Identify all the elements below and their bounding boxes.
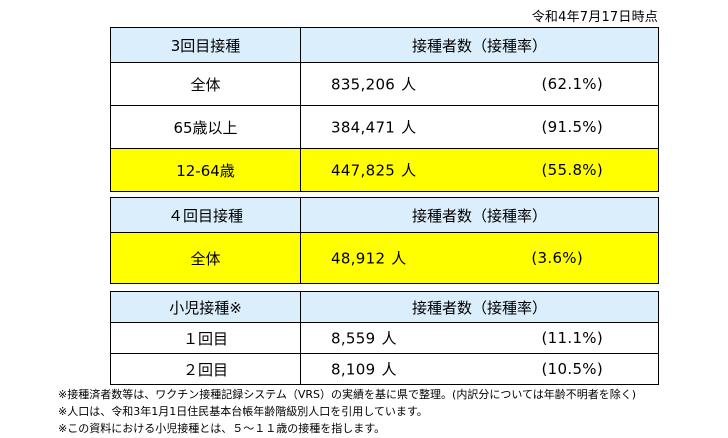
count: 48,912 <box>331 249 386 268</box>
header-label: ４回目接種 <box>110 197 301 233</box>
count: 384,471 <box>331 118 396 137</box>
footnote: ※人口は、令和3年1月1日住民基本台帳年齢階級別人口を引用しています。 <box>58 405 428 418</box>
unit: 人 <box>381 360 397 379</box>
table-header-row: 小児接種※ 接種者数（接種率） <box>110 291 659 323</box>
rate: (10.5%) <box>541 360 603 378</box>
row-label: ２回目 <box>110 353 301 385</box>
unit: 人 <box>381 329 397 348</box>
table-row: １回目 8,559 人 (11.1%) <box>110 322 659 354</box>
row-value: 835,206 人 (62.1%) <box>300 62 659 106</box>
row-value: 384,471 人 (91.5%) <box>300 105 659 149</box>
header-value: 接種者数（接種率） <box>300 27 659 63</box>
row-value: 48,912 人 (3.6%) <box>300 232 659 284</box>
row-value: 447,825 人 (55.8%) <box>300 148 659 192</box>
count: 835,206 <box>331 75 396 94</box>
row-value: 8,109 人 (10.5%) <box>300 353 659 385</box>
unit: 人 <box>401 75 417 94</box>
rate: (3.6%) <box>531 249 583 267</box>
rate: (11.1%) <box>541 329 603 347</box>
table-header-row: ４回目接種 接種者数（接種率） <box>110 197 659 233</box>
footnote: ※この資料における小児接種とは、５～１１歳の接種を指します。 <box>58 422 386 435</box>
unit: 人 <box>391 249 407 268</box>
row-label: 全体 <box>110 232 301 284</box>
table-row-highlight: 全体 48,912 人 (3.6%) <box>110 232 659 284</box>
count: 447,825 <box>331 161 396 180</box>
third-dose-table: 3回目接種 接種者数（接種率） 全体 835,206 人 (62.1%) 65歳以… <box>110 27 659 192</box>
rate: (55.8%) <box>541 161 603 179</box>
count: 8,109 <box>331 360 376 379</box>
unit: 人 <box>401 118 417 137</box>
fourth-dose-table: ４回目接種 接種者数（接種率） 全体 48,912 人 (3.6%) <box>110 197 659 284</box>
table-row-highlight: 12-64歳 447,825 人 (55.8%) <box>110 148 659 192</box>
table-header-row: 3回目接種 接種者数（接種率） <box>110 27 659 63</box>
rate: (62.1%) <box>541 75 603 93</box>
header-value: 接種者数（接種率） <box>300 197 659 233</box>
row-label: 全体 <box>110 62 301 106</box>
header-value: 接種者数（接種率） <box>300 291 659 323</box>
count: 8,559 <box>331 329 376 348</box>
date-stamp: 令和4年7月17日時点 <box>531 10 658 25</box>
row-label: 65歳以上 <box>110 105 301 149</box>
child-vaccination-table: 小児接種※ 接種者数（接種率） １回目 8,559 人 (11.1%) ２回目 8… <box>110 291 659 385</box>
table-row: 65歳以上 384,471 人 (91.5%) <box>110 105 659 149</box>
table-row: ２回目 8,109 人 (10.5%) <box>110 353 659 385</box>
unit: 人 <box>401 161 417 180</box>
rate: (91.5%) <box>541 118 603 136</box>
table-row: 全体 835,206 人 (62.1%) <box>110 62 659 106</box>
footnote: ※接種済者数等は、ワクチン接種記録システム（VRS）の実績を基に県で整理。(内訳… <box>58 388 637 401</box>
row-label: 12-64歳 <box>110 148 301 192</box>
row-label: １回目 <box>110 322 301 354</box>
footnotes: ※接種済者数等は、ワクチン接種記録システム（VRS）の実績を基に県で整理。(内訳… <box>58 386 636 437</box>
header-label: 3回目接種 <box>110 27 301 63</box>
header-label: 小児接種※ <box>110 291 301 323</box>
row-value: 8,559 人 (11.1%) <box>300 322 659 354</box>
